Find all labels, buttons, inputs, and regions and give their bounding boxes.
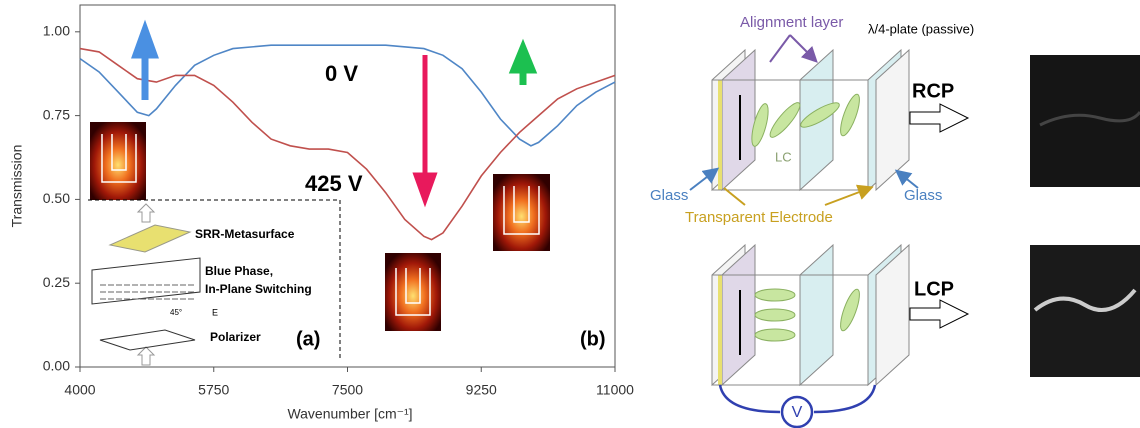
light-arrow — [138, 347, 154, 365]
series-label: 0 V — [325, 61, 358, 86]
inset-label: Polarizer — [210, 330, 261, 344]
diagram-label: Glass — [904, 187, 942, 204]
diagram-label: LC — [775, 149, 792, 164]
y-tick-label: 0.00 — [43, 358, 70, 374]
panel-label: (b) — [580, 328, 606, 350]
arrow-up — [136, 30, 154, 100]
inset-label: E — [212, 307, 218, 317]
panel-label: (a) — [296, 328, 320, 350]
series-label: 425 V — [305, 171, 363, 196]
cell-bottom — [712, 245, 968, 427]
cell-top — [712, 50, 968, 190]
y-tick-label: 0.75 — [43, 106, 70, 122]
diagram-label: Glass — [650, 187, 688, 204]
y-axis-label: Transmission — [9, 145, 25, 228]
electrodes — [100, 285, 195, 299]
diagram-label: Alignment layer — [740, 14, 843, 31]
pointer — [770, 35, 815, 62]
x-tick-label: 9250 — [466, 382, 497, 398]
diagram-label: LCP — [914, 278, 954, 300]
field-inset — [90, 122, 146, 200]
field-inset — [385, 253, 441, 331]
diagram-label: V — [792, 404, 803, 421]
diagram-label: RCP — [912, 80, 954, 102]
figure: Wavenumber [cm⁻¹] Transmission SRR-Metas… — [0, 0, 1140, 428]
inset-label: 45° — [170, 308, 182, 317]
arrow-up — [514, 48, 532, 85]
photo — [1030, 245, 1140, 377]
diagram-label: Transparent Electrode — [685, 209, 833, 226]
y-tick-label: 0.25 — [43, 274, 70, 290]
field-inset — [493, 174, 550, 251]
diagram-label: λ/4-plate (passive) — [868, 21, 974, 36]
cell — [92, 258, 200, 304]
y-tick-label: 1.00 — [43, 23, 70, 39]
metasurface — [110, 225, 190, 252]
inset-label: SRR-Metasurface — [195, 227, 295, 241]
pointer — [724, 188, 870, 205]
polarizer — [100, 330, 195, 350]
device-diagram: Alignment layer λ/4-plate (passive) RCP … — [650, 14, 974, 427]
chart: Wavenumber [cm⁻¹] Transmission SRR-Metas… — [9, 5, 634, 422]
x-tick-label: 7500 — [332, 382, 363, 398]
x-tick-label: 11000 — [596, 382, 634, 398]
x-tick-label: 4000 — [64, 382, 95, 398]
light-arrow — [138, 204, 154, 222]
y-tick-label: 0.50 — [43, 190, 70, 206]
inset-label: In-Plane Switching — [205, 282, 312, 296]
pointer — [898, 172, 918, 188]
arrow-down — [416, 55, 434, 200]
inset-label: Blue Phase, — [205, 264, 273, 278]
page: Wavenumber [cm⁻¹] Transmission SRR-Metas… — [0, 0, 1140, 428]
x-tick-label: 5750 — [198, 382, 229, 398]
x-axis-label: Wavenumber [cm⁻¹] — [287, 406, 412, 422]
